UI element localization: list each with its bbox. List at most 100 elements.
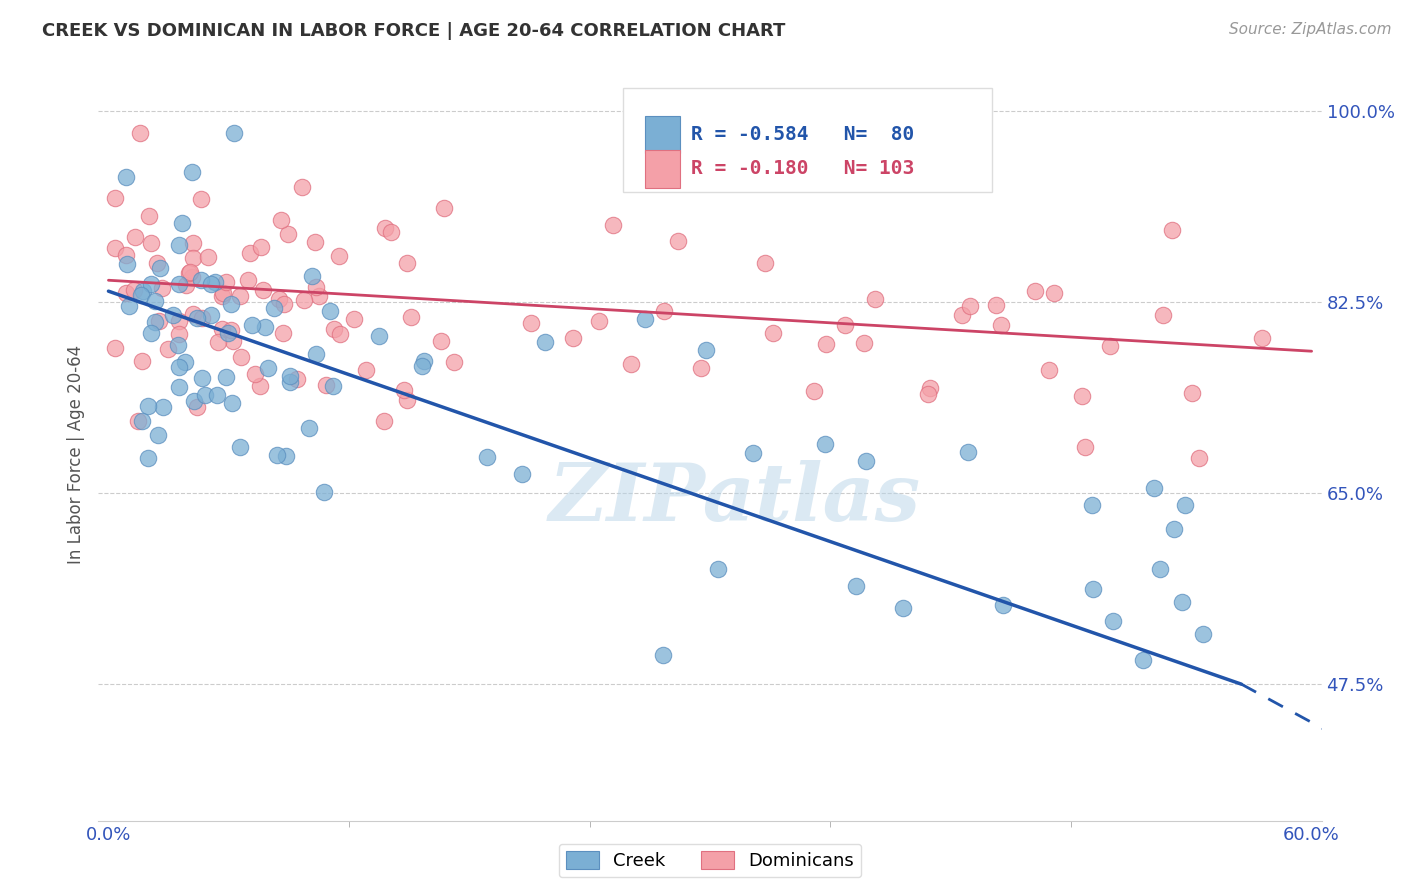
Point [167,359,190,374]
Point [520,316,543,330]
Point [166,338,188,352]
Point [132,284,155,298]
Point [215,275,238,289]
Text: ZIPatlas: ZIPatlas [548,460,921,538]
Point [1163,522,1185,536]
Point [221,323,243,337]
Point [221,396,243,410]
Point [959,299,981,313]
Point [173,355,195,369]
Point [269,292,291,306]
Point [129,288,152,302]
Point [1188,451,1211,466]
Point [197,250,219,264]
Point [855,454,877,468]
Point [304,235,326,249]
Point [136,400,159,414]
Point [814,436,837,450]
Point [308,289,330,303]
Point [298,421,321,435]
Point [141,277,163,291]
Point [634,312,657,326]
Point [222,334,245,348]
Point [181,164,204,178]
Point [229,350,252,364]
Point [167,238,190,252]
Point [236,273,259,287]
Point [301,269,323,284]
Point [139,326,162,340]
Point [1152,309,1174,323]
Point [1081,498,1104,512]
Point [127,414,149,428]
Text: CREEK VS DOMINICAN IN LABOR FORCE | AGE 20-64 CORRELATION CHART: CREEK VS DOMINICAN IN LABOR FORCE | AGE … [42,22,786,40]
Point [252,283,274,297]
Point [273,297,295,311]
Point [845,579,868,593]
Point [204,275,226,289]
Point [291,179,314,194]
Point [534,334,557,349]
Point [305,347,328,361]
Point [172,216,194,230]
Point [194,387,217,401]
Point [212,286,235,301]
Point [167,314,190,328]
Point [224,126,246,140]
Point [124,230,146,244]
Point [652,304,675,318]
Point [803,384,825,399]
Point [129,126,152,140]
Point [990,318,1012,332]
Point [853,336,876,351]
Point [956,444,979,458]
Point [292,293,315,307]
Point [510,467,533,481]
Point [1174,498,1197,512]
Point [285,372,308,386]
Point [322,378,344,392]
Point [652,648,675,662]
Point [104,191,127,205]
Point [191,371,214,385]
Point [1024,284,1046,298]
Point [131,414,153,428]
Point [433,201,456,215]
Point [115,286,138,301]
Point [174,277,197,292]
Point [179,266,201,280]
Point [118,299,141,313]
Point [1181,386,1204,401]
Point [1160,223,1182,237]
Point [1132,653,1154,667]
Point [762,326,785,340]
Point [394,383,416,397]
Point [741,446,763,460]
Point [190,273,212,287]
Point [277,227,299,242]
Point [190,193,212,207]
Point [131,354,153,368]
Point [950,309,973,323]
Point [217,326,239,340]
Point [183,236,205,251]
Text: R = -0.584   N=  80: R = -0.584 N= 80 [690,125,914,145]
Point [305,280,328,294]
Point [228,289,250,303]
Point [167,277,190,291]
Point [139,236,162,251]
Point [186,310,208,325]
Point [666,234,689,248]
Point [917,386,939,401]
Point [1192,627,1215,641]
Point [162,308,184,322]
Point [152,400,174,414]
Point [186,400,208,414]
Point [413,354,436,368]
Point [257,360,280,375]
Text: Source: ZipAtlas.com: Source: ZipAtlas.com [1229,22,1392,37]
Point [104,341,127,355]
Point [588,314,610,328]
Point [180,270,202,285]
Point [207,334,229,349]
